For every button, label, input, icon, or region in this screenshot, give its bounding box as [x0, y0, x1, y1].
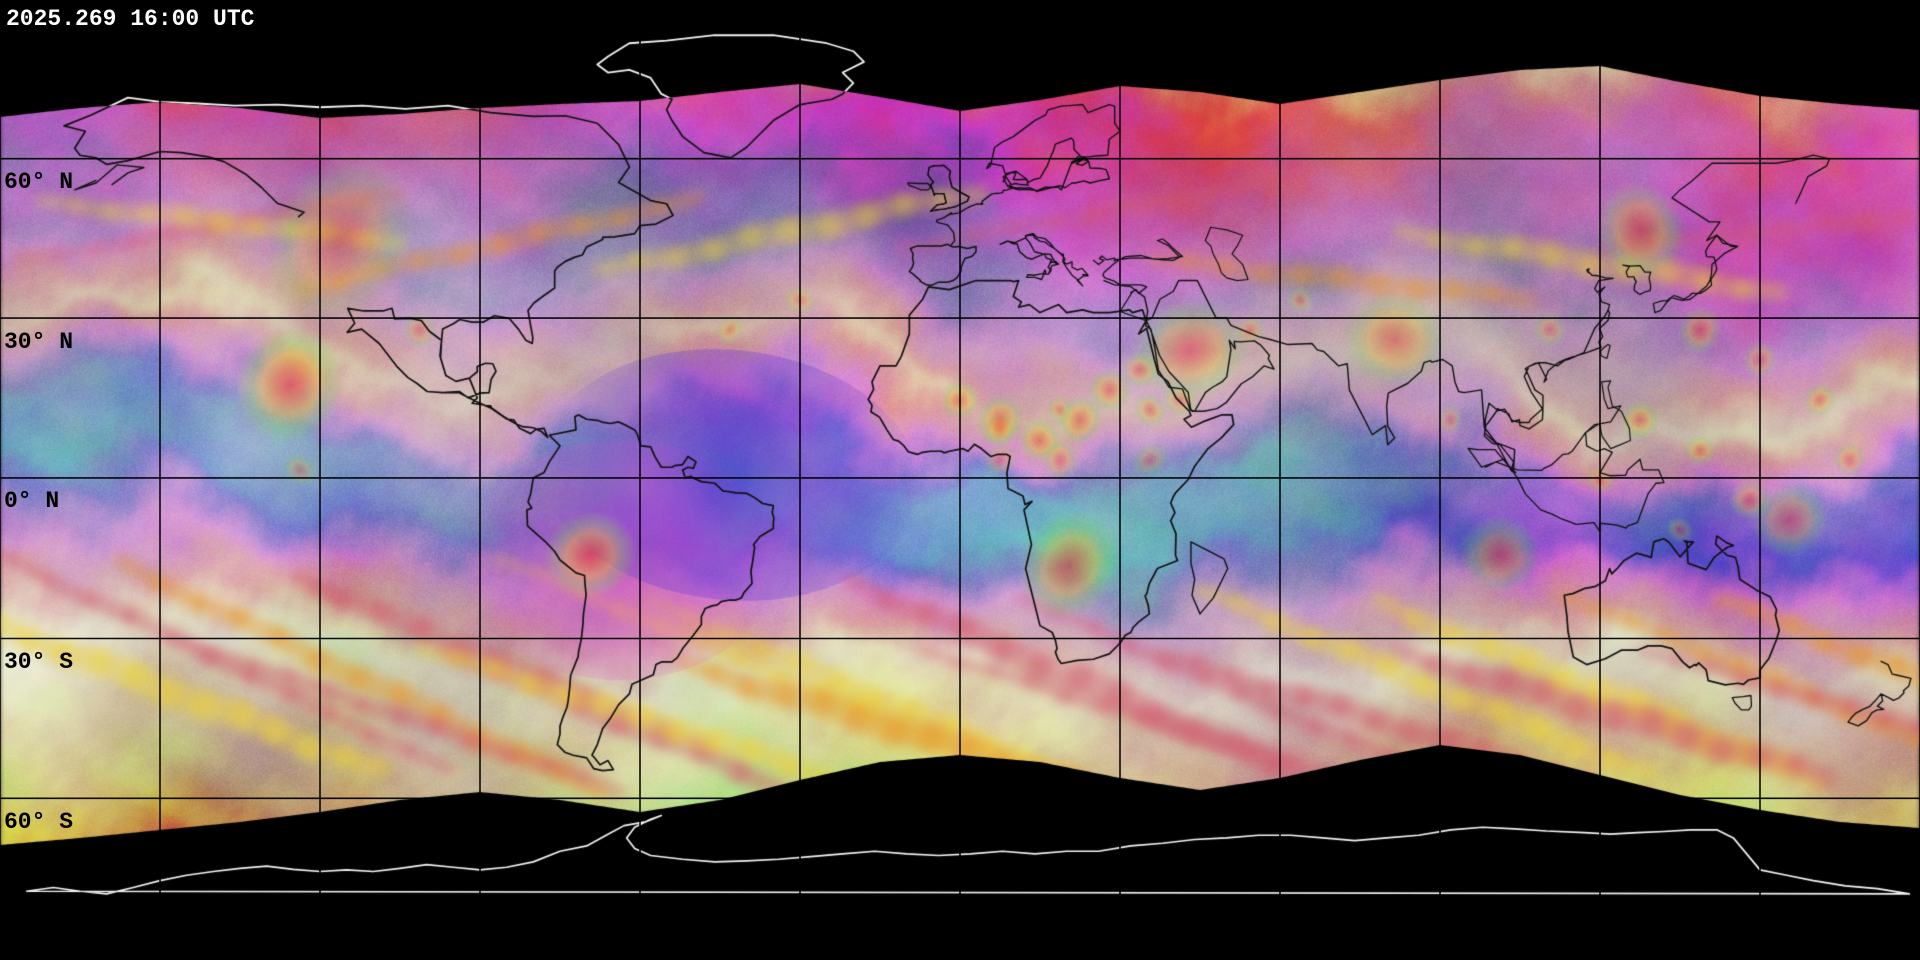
svg-text:2025.269 16:00 UTC: 2025.269 16:00 UTC [6, 6, 255, 32]
svg-text:0° N: 0° N [4, 488, 59, 514]
svg-text:30° S: 30° S [4, 649, 73, 675]
svg-text:60° S: 60° S [4, 809, 73, 835]
svg-text:60° N: 60° N [4, 169, 73, 195]
svg-text:30° N: 30° N [4, 329, 73, 355]
